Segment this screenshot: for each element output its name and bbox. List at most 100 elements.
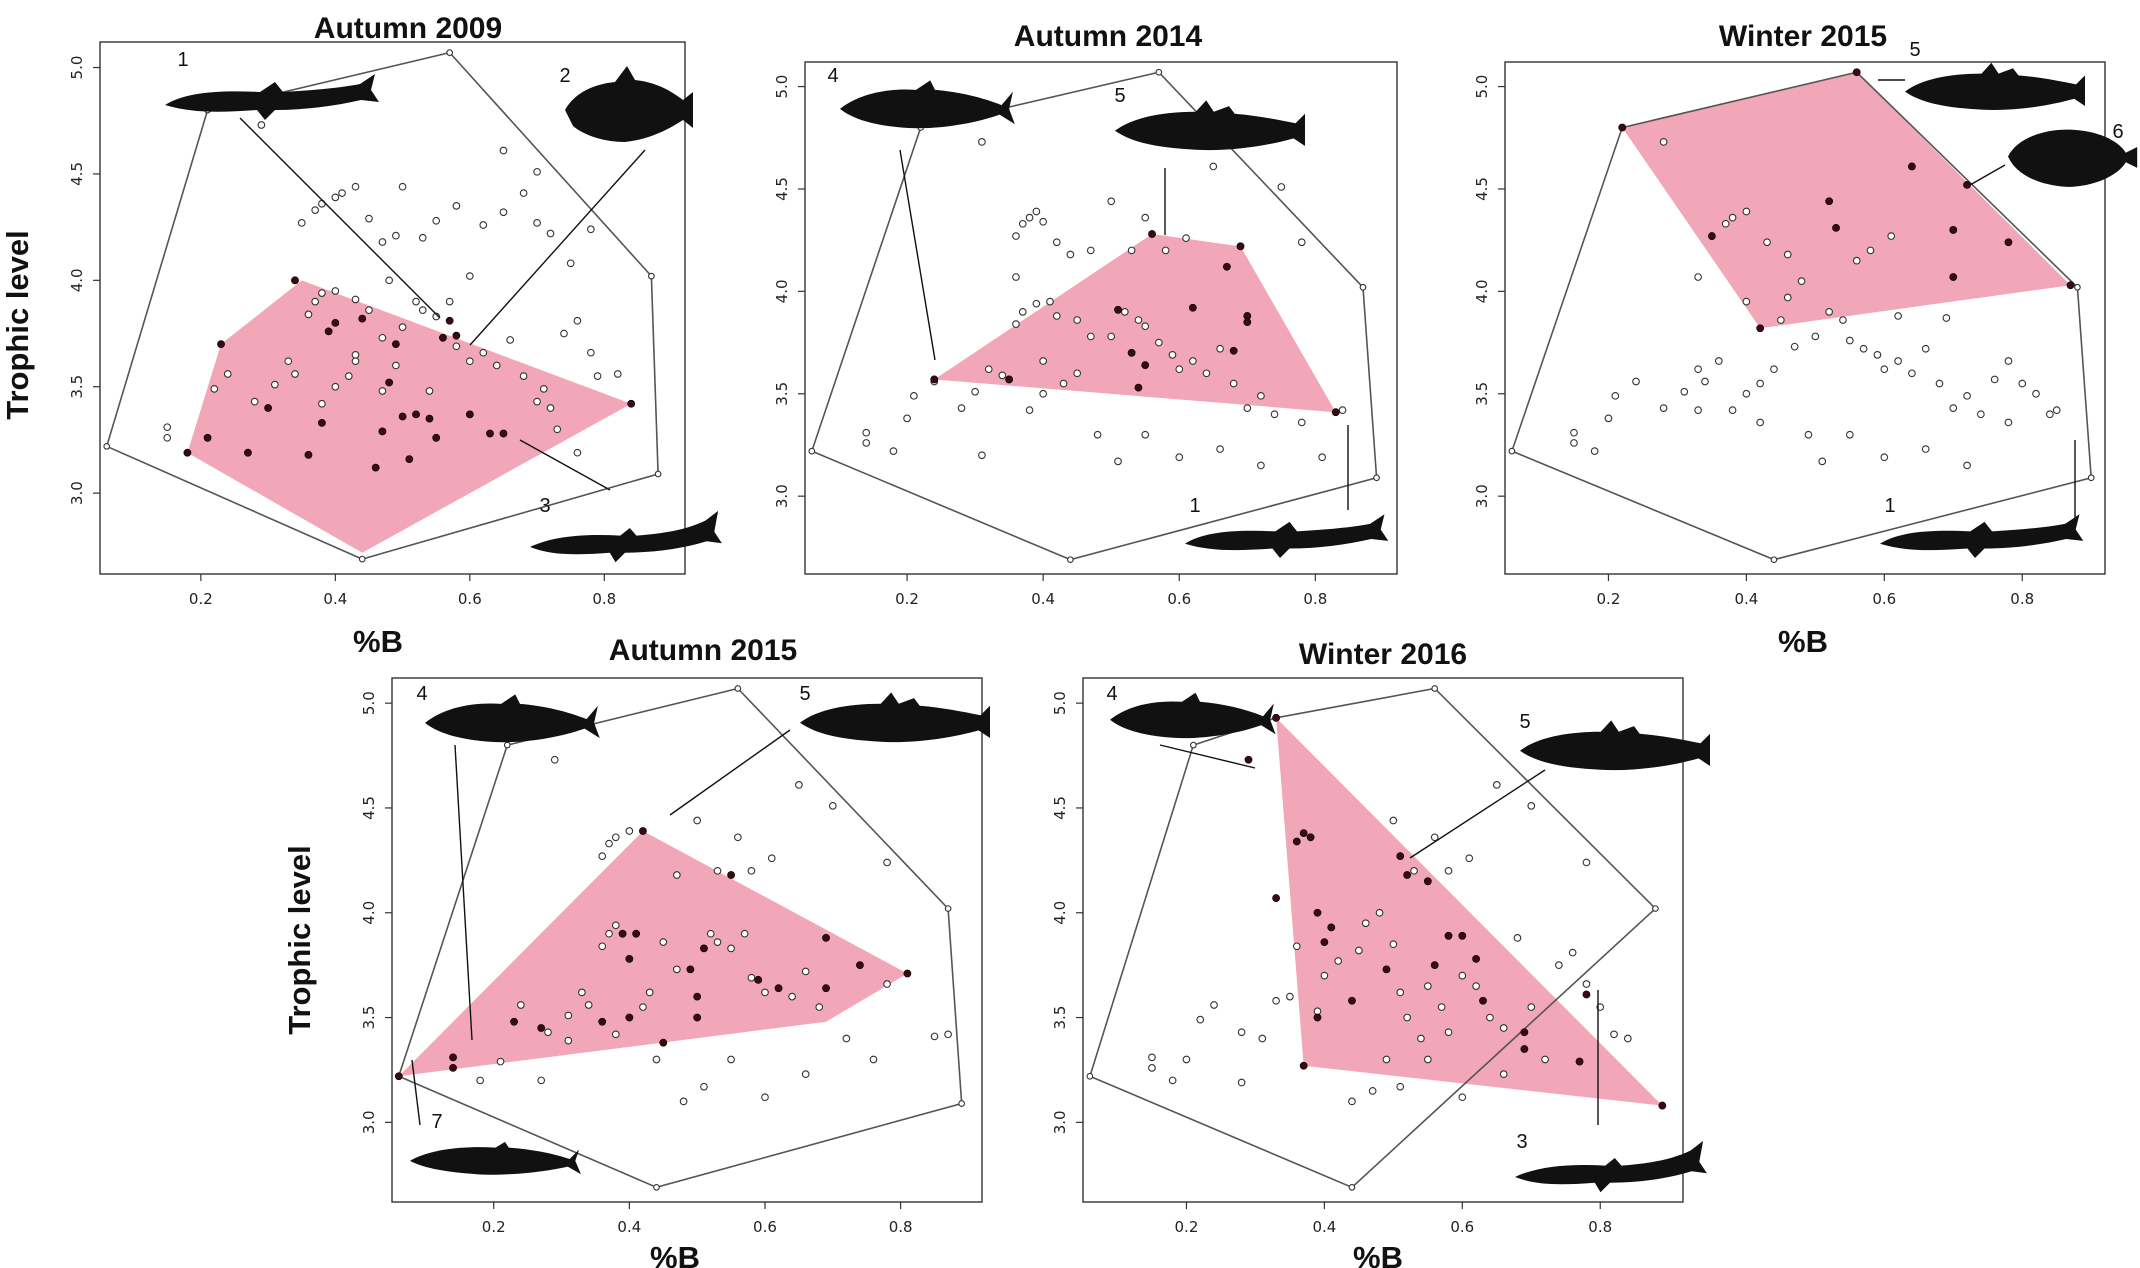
open-point <box>546 404 555 412</box>
y-tick-label: 3.0 <box>773 484 791 508</box>
highlighted-point <box>1299 1061 1308 1070</box>
highlighted-point <box>1458 931 1467 940</box>
open-point <box>1189 357 1197 365</box>
open-point <box>331 382 340 391</box>
x-tick-label: 0.4 <box>617 1218 641 1236</box>
open-point <box>1604 414 1613 423</box>
open-point <box>1277 183 1286 191</box>
open-point <box>1499 1070 1508 1078</box>
fish-silhouette-icon <box>1115 100 1305 151</box>
highlighted-point <box>465 410 474 419</box>
open-point <box>378 387 387 395</box>
open-point <box>1527 1003 1536 1011</box>
y-tick-label: 5.0 <box>1051 691 1069 715</box>
species-number-label: 5 <box>799 683 810 705</box>
highlighted-point <box>1134 383 1143 392</box>
open-point <box>1472 982 1480 990</box>
highlighted-point <box>1852 68 1861 77</box>
open-point <box>1073 369 1082 378</box>
open-point <box>564 1036 573 1045</box>
open-point <box>1570 428 1578 437</box>
panel-2: 0.2 0.4 0.6 0.8 3.0 3.5 4.0 4.5 5.0 Autumn 2014 1 4… <box>773 20 1398 608</box>
species-number-label: 5 <box>1519 711 1530 733</box>
x-tick-label: 0.2 <box>1175 1218 1199 1236</box>
open-point <box>1880 365 1889 374</box>
highlighted-point <box>774 984 783 993</box>
highlighted-point <box>324 327 333 336</box>
open-point <box>1182 234 1190 242</box>
open-point <box>479 221 488 229</box>
open-point <box>1107 332 1116 341</box>
highlighted-point <box>1299 829 1308 838</box>
open-point <box>539 385 548 393</box>
highlighted-point <box>639 827 647 835</box>
open-point <box>1694 273 1702 281</box>
open-point <box>432 312 441 321</box>
open-point <box>1763 238 1771 247</box>
highlighted-point <box>398 412 407 421</box>
highlighted-point <box>627 399 636 408</box>
open-point <box>1859 344 1868 353</box>
open-point <box>734 833 742 842</box>
open-point <box>1396 1082 1405 1091</box>
open-point <box>1338 406 1347 415</box>
open-point <box>519 372 528 380</box>
highlighted-point <box>2004 238 2013 247</box>
species-number-label: 3 <box>1516 1131 1527 1153</box>
open-point <box>842 1034 851 1043</box>
open-point <box>1196 1015 1205 1024</box>
species-number-label: 5 <box>1114 85 1125 107</box>
y-tick-label: 5.0 <box>360 691 378 715</box>
open-point <box>1209 162 1218 171</box>
open-point <box>1555 961 1563 970</box>
open-point <box>611 833 620 842</box>
open-point <box>1039 357 1048 365</box>
open-point <box>392 361 400 370</box>
open-point <box>1659 404 1668 412</box>
open-point <box>1430 833 1439 842</box>
open-point <box>1032 207 1041 216</box>
open-point <box>1423 1055 1432 1064</box>
highlighted-point <box>625 954 634 963</box>
open-point <box>1783 293 1792 302</box>
fish-silhouette-icon <box>565 66 693 142</box>
hull-vertex-point <box>1155 68 1163 76</box>
y-tick-label: 3.5 <box>360 1006 378 1030</box>
open-point <box>1541 1055 1549 1064</box>
open-point <box>1032 299 1041 308</box>
open-point <box>1318 453 1326 462</box>
highlight-hull <box>187 280 632 553</box>
open-point <box>679 1097 688 1106</box>
open-point <box>1141 430 1150 439</box>
open-point <box>930 1032 939 1041</box>
highlighted-point <box>625 1013 634 1022</box>
open-point <box>2045 410 2054 419</box>
open-point <box>1334 957 1343 965</box>
y-tick-label: 4.5 <box>68 162 86 186</box>
highlighted-point <box>754 975 763 984</box>
highlighted-point <box>183 448 192 457</box>
highlighted-point <box>1396 852 1405 861</box>
open-point <box>499 208 508 217</box>
open-point <box>1728 406 1737 415</box>
species-number-label: 4 <box>827 65 838 87</box>
y-tick-label: 3.5 <box>1051 1006 1069 1030</box>
open-point <box>1382 1055 1391 1064</box>
species-number-label: 2 <box>559 65 570 87</box>
highlighted-point <box>217 340 225 349</box>
open-point <box>163 423 172 432</box>
highlighted-point <box>1114 305 1122 314</box>
highlighted-point <box>1348 996 1356 1005</box>
fish-silhouette-icon <box>1880 514 2084 558</box>
hull-vertex-point <box>1189 741 1197 749</box>
highlighted-point <box>1320 938 1329 946</box>
highlighted-point <box>203 433 212 442</box>
open-point <box>578 988 586 997</box>
open-point <box>889 447 898 455</box>
highlighted-point <box>432 433 441 442</box>
open-point <box>1694 365 1702 374</box>
open-point <box>747 866 756 875</box>
x-tick-label: 0.2 <box>895 590 919 608</box>
open-point <box>957 404 966 412</box>
open-point <box>311 206 320 214</box>
